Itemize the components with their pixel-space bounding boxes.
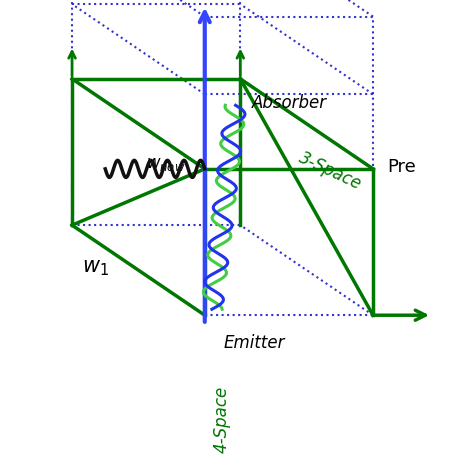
Text: Absorber: Absorber xyxy=(252,94,327,112)
Text: $w_{now}$: $w_{now}$ xyxy=(146,155,186,173)
Text: Emitter: Emitter xyxy=(224,334,285,352)
Text: 4-Space: 4-Space xyxy=(212,386,230,453)
Text: Pre: Pre xyxy=(387,157,416,175)
Text: 3-Space: 3-Space xyxy=(296,149,365,193)
Text: $w_1$: $w_1$ xyxy=(82,258,109,278)
